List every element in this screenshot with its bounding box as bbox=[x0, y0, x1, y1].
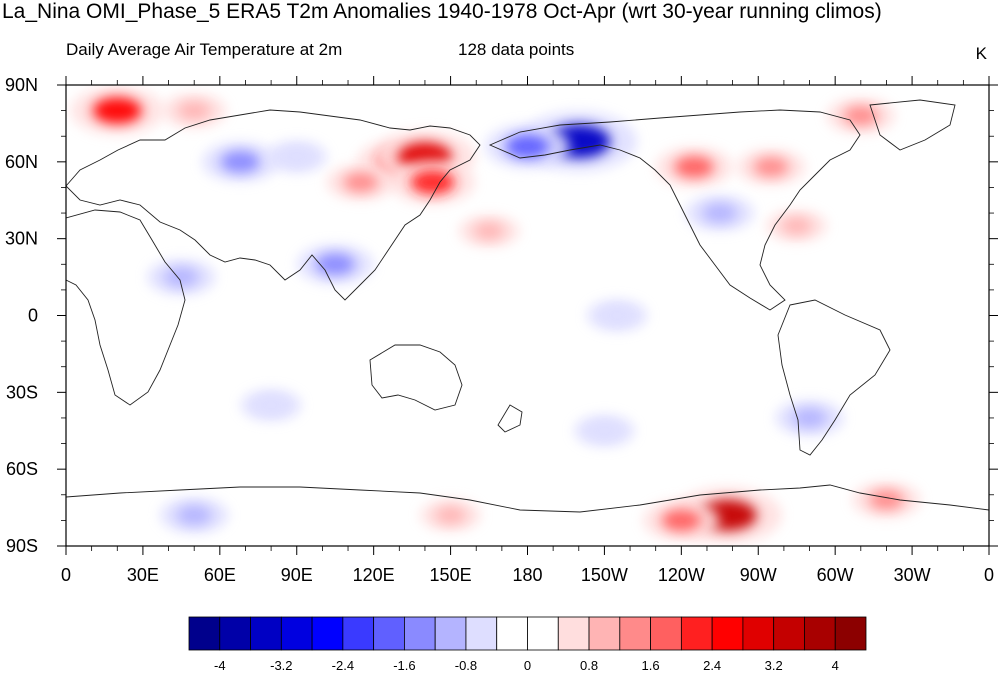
anomaly-core bbox=[176, 505, 212, 525]
colorbar-box bbox=[773, 616, 805, 651]
anomaly-core bbox=[315, 253, 355, 276]
anomaly-core bbox=[674, 156, 714, 178]
anomaly-core bbox=[92, 97, 142, 124]
colorbar-box bbox=[588, 616, 621, 651]
colorbar-box bbox=[434, 616, 467, 651]
colorbar-box bbox=[404, 616, 436, 651]
colorbar-box bbox=[496, 616, 528, 651]
colorbar-box bbox=[834, 616, 867, 651]
colorbar-box bbox=[557, 616, 590, 651]
anomaly-core bbox=[781, 217, 812, 235]
anomaly-core bbox=[602, 307, 633, 324]
colorbar-box bbox=[250, 616, 282, 651]
coastline-north-america bbox=[488, 109, 861, 311]
x-tick-label: 120W bbox=[658, 565, 705, 585]
map-frame bbox=[65, 84, 990, 547]
colorbar-box bbox=[711, 616, 744, 651]
x-tick-label: 90E bbox=[281, 565, 313, 585]
anomaly-core bbox=[869, 490, 904, 510]
anomaly-core bbox=[661, 509, 701, 532]
chart-title: La_Nina OMI_Phase_5 ERA5 T2m Anomalies 1… bbox=[2, 0, 882, 23]
colorbar-box bbox=[650, 616, 682, 651]
x-tick-label: 0 bbox=[984, 565, 994, 585]
colorbar-box bbox=[280, 616, 313, 651]
colorbar-label: 3.2 bbox=[765, 658, 783, 673]
y-tick-label: 90S bbox=[6, 536, 38, 556]
colorbar-box bbox=[619, 616, 651, 651]
anomaly-core bbox=[505, 134, 550, 159]
colorbar-box bbox=[465, 616, 498, 651]
x-tick-label: 150E bbox=[430, 565, 472, 585]
y-tick-label: 0 bbox=[28, 306, 38, 326]
colorbar-label: 4 bbox=[832, 658, 839, 673]
anomaly-core bbox=[220, 151, 260, 173]
y-tick-label: 30S bbox=[6, 382, 38, 402]
chart-subtitle-center: 128 data points bbox=[458, 40, 575, 59]
anomaly-core bbox=[164, 267, 199, 287]
colorbar-label: 1.6 bbox=[642, 658, 660, 673]
colorbar-label: 2.4 bbox=[703, 658, 721, 673]
coastlines bbox=[66, 99, 989, 513]
colorbar-box bbox=[311, 616, 344, 651]
coastline-south-america bbox=[777, 299, 891, 456]
colorbar-box bbox=[804, 616, 836, 651]
anomaly-core bbox=[474, 222, 504, 240]
colorbar-box bbox=[188, 616, 221, 651]
x-tick-label: 150W bbox=[581, 565, 628, 585]
coastline-new-zealand bbox=[497, 404, 523, 433]
x-tick-label: 90W bbox=[740, 565, 777, 585]
y-tick-label: 60S bbox=[6, 459, 38, 479]
anomaly-core bbox=[702, 203, 737, 223]
units-label: K bbox=[975, 44, 987, 63]
colorbar-label: 0 bbox=[524, 658, 531, 673]
y-tick-label: 90N bbox=[5, 75, 38, 95]
x-tick-label: 0 bbox=[61, 565, 71, 585]
chart-subtitle-left: Daily Average Air Temperature at 2m bbox=[66, 40, 343, 59]
y-tick-label: 60N bbox=[5, 152, 38, 172]
x-tick-label: 30W bbox=[894, 565, 931, 585]
anomaly-core bbox=[843, 106, 879, 126]
colorbar-box bbox=[373, 616, 405, 651]
axis-layer: 0 30E 60E 90E 120E 150E 180 150W 120W 90W 60W 30W 0 9… bbox=[5, 75, 998, 585]
anomaly-core bbox=[753, 157, 789, 177]
anomaly-core bbox=[343, 172, 379, 192]
colorbar-label: -4 bbox=[214, 658, 226, 673]
colorbar-box bbox=[742, 616, 775, 651]
colorbar-label: -3.2 bbox=[270, 658, 292, 673]
anomaly-core bbox=[410, 170, 455, 195]
colorbar-box bbox=[680, 616, 713, 651]
colorbar-box bbox=[527, 616, 559, 651]
anomaly-core bbox=[435, 506, 466, 524]
anomaly-core bbox=[256, 396, 286, 414]
x-tick-label: 180 bbox=[512, 565, 542, 585]
anomaly-core bbox=[589, 422, 620, 440]
x-tick-label: 60E bbox=[204, 565, 236, 585]
colorbar-label: 0.8 bbox=[580, 658, 598, 673]
coastline-australia bbox=[369, 344, 463, 411]
colorbar-label: -1.6 bbox=[393, 658, 415, 673]
y-tick-label: 30N bbox=[5, 229, 38, 249]
anomaly-core bbox=[281, 148, 312, 166]
anomaly-core bbox=[178, 101, 211, 120]
coastline-eurasia bbox=[66, 109, 481, 301]
anomaly-core bbox=[792, 408, 827, 428]
colorbar: -4 -3.2 -2.4 -1.6 -0.8 0 0.8 1.6 2.4 3.2 4 bbox=[188, 616, 867, 673]
coastline-africa bbox=[66, 209, 186, 406]
x-tick-label: 60W bbox=[817, 565, 854, 585]
coastline-antarctica bbox=[66, 484, 989, 513]
colorbar-label: -0.8 bbox=[455, 658, 477, 673]
x-tick-label: 120E bbox=[353, 565, 395, 585]
colorbar-box bbox=[342, 616, 375, 651]
colorbar-label: -2.4 bbox=[332, 658, 354, 673]
x-tick-label: 30E bbox=[127, 565, 159, 585]
colorbar-box bbox=[219, 616, 251, 651]
coastline-greenland bbox=[869, 99, 956, 151]
